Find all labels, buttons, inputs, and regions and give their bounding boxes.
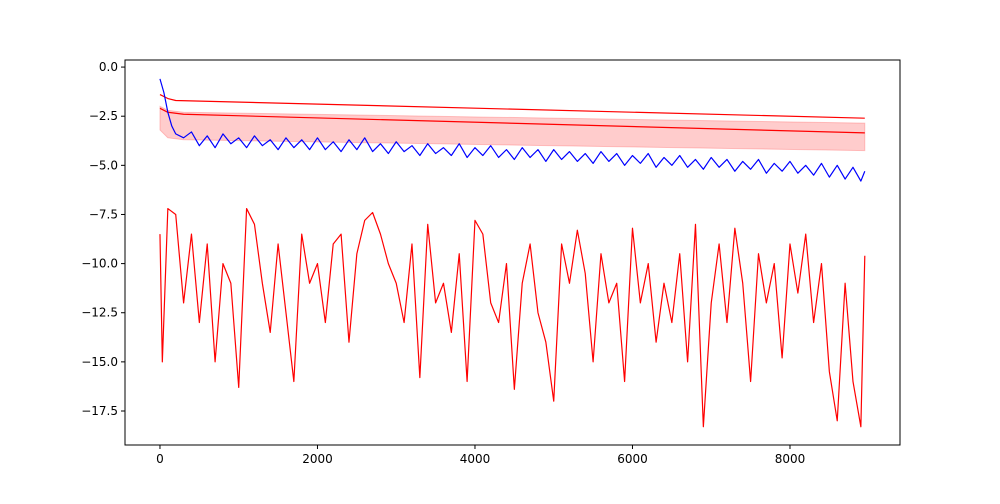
line-series (159, 207, 866, 428)
y-tick-label: −2.5 (89, 109, 118, 123)
plot-area (159, 78, 866, 428)
x-tick-label: 4000 (460, 452, 491, 466)
y-tick-label: −15.0 (81, 355, 118, 369)
x-tick-label: 2000 (302, 452, 333, 466)
line-series (159, 107, 865, 134)
confidence-band (159, 105, 866, 152)
x-tick-label: 6000 (617, 452, 648, 466)
y-tick-label: 0.0 (99, 60, 118, 74)
line-series (159, 78, 866, 182)
x-tick-label: 8000 (775, 452, 806, 466)
line-series (159, 94, 865, 119)
y-tick-label: −7.5 (89, 207, 118, 221)
y-tick-label: −5.0 (89, 158, 118, 172)
x-tick-label: 0 (156, 452, 164, 466)
axes-frame (124, 59, 901, 446)
y-tick-label: −17.5 (81, 404, 118, 418)
y-tick-label: −10.0 (81, 257, 118, 271)
y-tick-label: −12.5 (81, 306, 118, 320)
